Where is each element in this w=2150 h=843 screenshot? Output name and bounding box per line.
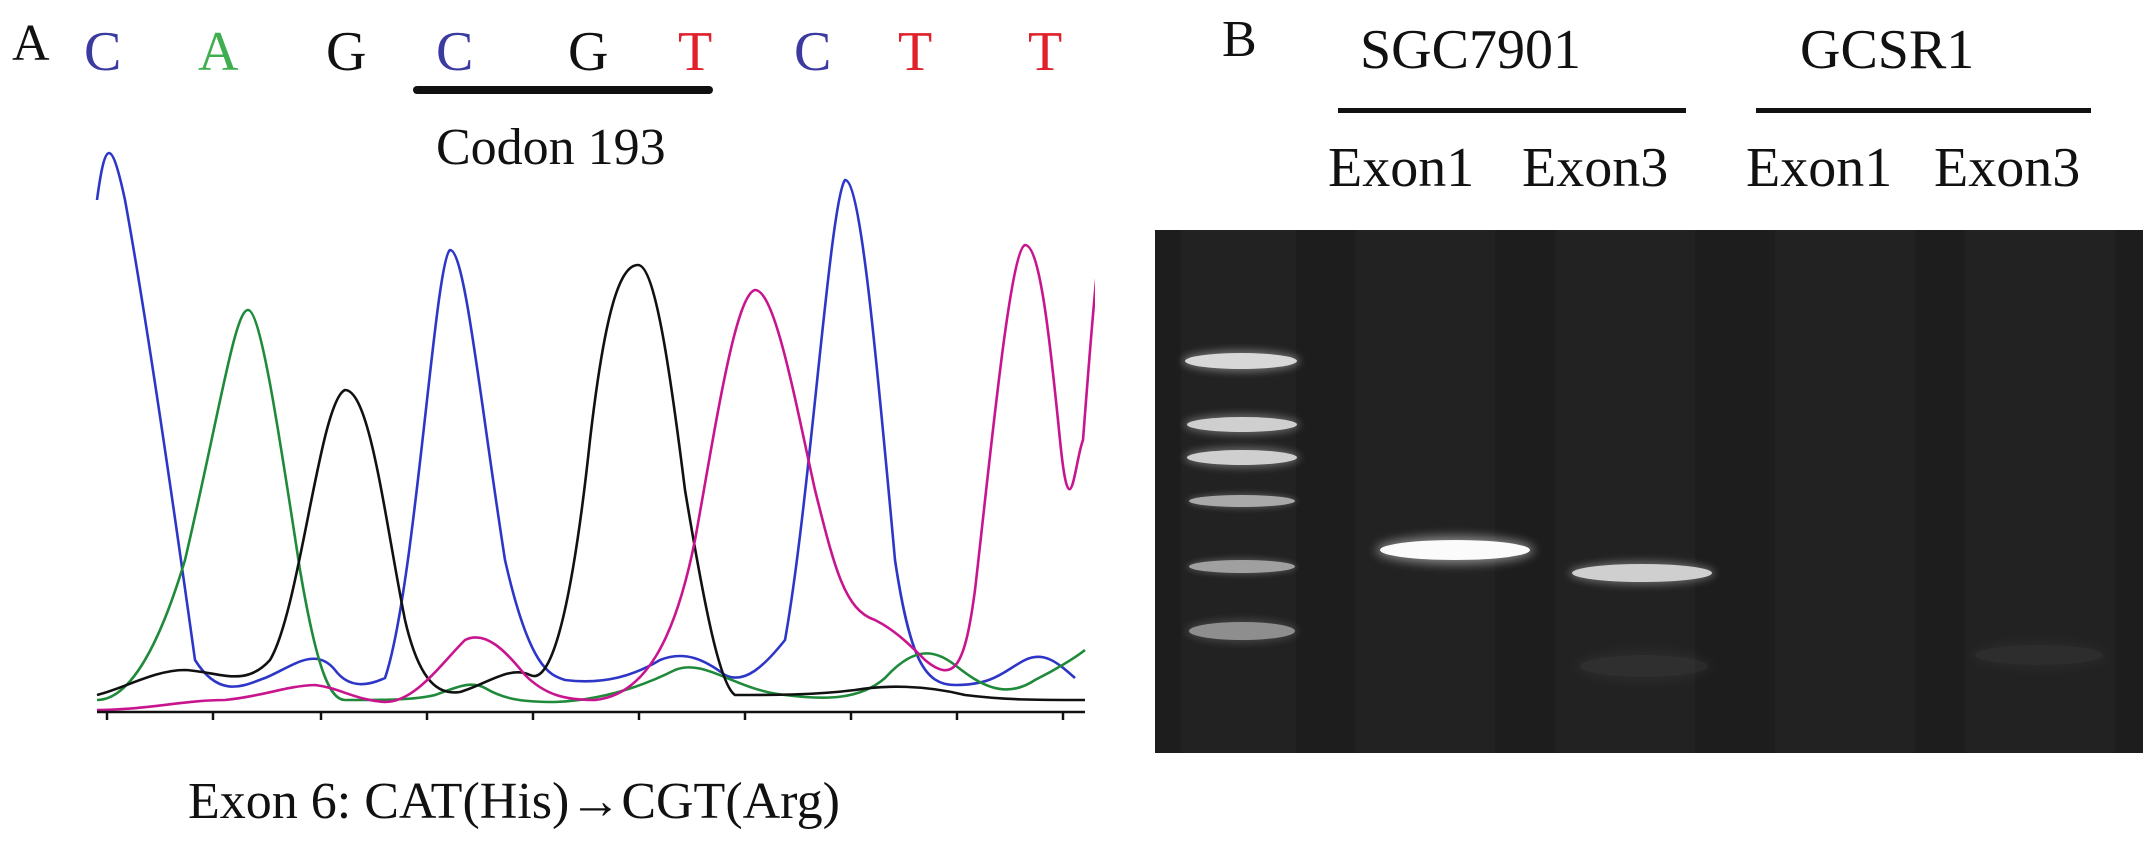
lane-label: Exon3 bbox=[1522, 137, 1669, 199]
panel-b-letter: B bbox=[1222, 11, 1257, 68]
chromatogram-trace-g bbox=[96, 263, 1086, 702]
cell-line-bracket bbox=[1338, 108, 1686, 113]
ladder-band bbox=[1187, 417, 1297, 432]
cell-line-bracket bbox=[1756, 108, 2091, 113]
cell-line-label: SGC7901 bbox=[1360, 19, 1581, 81]
base-call: T bbox=[678, 21, 713, 83]
gel-lane bbox=[1965, 230, 2115, 753]
chromatogram-trace-a bbox=[96, 308, 1086, 704]
base-call: C bbox=[436, 21, 474, 83]
chromatogram-trace-c bbox=[95, 151, 1076, 688]
lane-label: Exon3 bbox=[1934, 137, 2081, 199]
base-call: G bbox=[568, 21, 609, 83]
cell-line-label: GCSR1 bbox=[1800, 19, 1975, 81]
ladder-band bbox=[1187, 450, 1297, 465]
pcr-band bbox=[1380, 540, 1530, 560]
base-call: T bbox=[898, 21, 933, 83]
faint-band bbox=[1975, 645, 2103, 665]
base-call: G bbox=[326, 21, 367, 83]
codon-label: Codon 193 bbox=[436, 119, 666, 176]
base-call: T bbox=[1028, 21, 1063, 83]
ladder-band bbox=[1189, 622, 1295, 640]
chromatogram bbox=[95, 151, 1095, 720]
ladder-band bbox=[1189, 495, 1295, 507]
mutation-caption: Exon 6: CAT(His)→CGT(Arg) bbox=[188, 773, 840, 830]
gel-lane bbox=[1181, 230, 1296, 753]
lane-label: Exon1 bbox=[1746, 137, 1893, 199]
ladder-band bbox=[1189, 560, 1295, 573]
chromatogram-trace-t bbox=[96, 243, 1095, 712]
base-call: C bbox=[794, 21, 832, 83]
ladder-band bbox=[1185, 353, 1297, 369]
base-call: C bbox=[84, 21, 122, 83]
lane-label: Exon1 bbox=[1328, 137, 1475, 199]
panel-a-letter: A bbox=[12, 15, 50, 72]
gel-lane bbox=[1355, 230, 1495, 753]
gel-lane bbox=[1775, 230, 1915, 753]
base-call: A bbox=[198, 21, 239, 83]
pcr-band bbox=[1572, 564, 1712, 582]
faint-band bbox=[1580, 655, 1708, 677]
codon-underline bbox=[413, 86, 713, 94]
agarose-gel-image bbox=[1155, 230, 2143, 753]
